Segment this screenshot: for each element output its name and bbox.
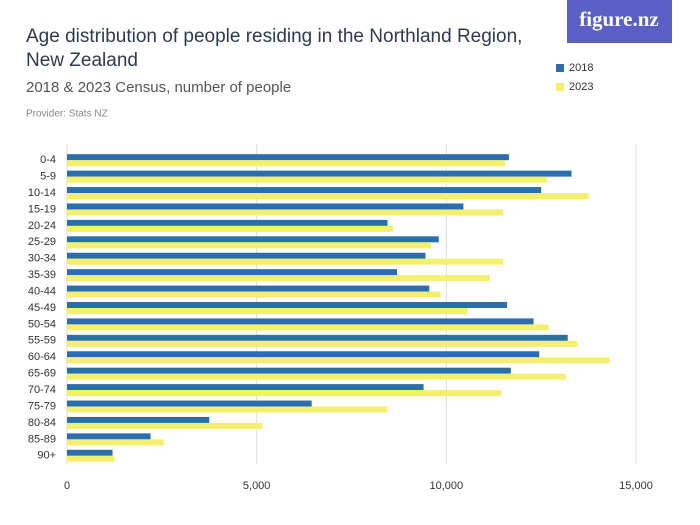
legend-swatch	[556, 64, 564, 72]
y-tick-label: 55-59	[28, 335, 56, 347]
bar	[67, 406, 388, 413]
logo-box	[567, 0, 672, 43]
bar	[67, 400, 312, 407]
y-tick-label: 65-69	[28, 368, 56, 380]
bar	[67, 225, 394, 232]
x-tick-label: 5,000	[243, 480, 271, 492]
logo: figure.nz	[579, 7, 659, 31]
legend-label: 2018	[569, 62, 593, 74]
y-tick-label: 60-64	[28, 351, 56, 363]
bar	[67, 318, 534, 325]
bar	[67, 291, 441, 298]
y-tick-label: 45-49	[28, 302, 56, 314]
y-tick-label: 50-54	[28, 318, 56, 330]
y-tick-label: 10-14	[28, 187, 56, 199]
chart-subtitle: 2018 & 2023 Census, number of people	[26, 79, 291, 96]
y-tick-label: 0-4	[40, 154, 56, 166]
provider: Provider: Stats NZ	[26, 109, 108, 120]
x-tick-label: 0	[64, 480, 70, 492]
bar	[67, 308, 468, 314]
bar	[67, 187, 542, 194]
bar	[67, 384, 424, 391]
bar	[67, 242, 432, 249]
bar	[67, 193, 589, 200]
bar	[67, 390, 502, 397]
bar	[67, 433, 151, 440]
bar	[67, 449, 113, 456]
bar	[67, 209, 504, 216]
y-tick-label: 70-74	[28, 384, 56, 396]
y-tick-label: 85-89	[28, 433, 56, 445]
bar	[67, 351, 540, 358]
bar	[67, 252, 426, 259]
chart-title: Age distribution of people residing in t…	[26, 26, 522, 71]
y-tick-label: 75-79	[28, 400, 56, 412]
bar	[67, 302, 508, 308]
y-tick-label: 25-29	[28, 236, 56, 248]
bar	[67, 275, 490, 282]
bar	[67, 422, 263, 429]
bar	[67, 236, 439, 243]
y-tick-label: 30-34	[28, 253, 56, 265]
title-line: New Zealand	[26, 50, 138, 71]
y-tick-label: 5-9	[40, 171, 56, 183]
y-tick-label: 20-24	[28, 220, 56, 232]
y-tick-label: 80-84	[28, 417, 56, 429]
bar	[67, 416, 210, 423]
bar	[67, 285, 430, 292]
bar	[67, 373, 566, 380]
bar	[67, 203, 464, 210]
bar	[67, 170, 572, 177]
legend-label: 2023	[569, 81, 593, 93]
bar	[67, 219, 388, 226]
x-tick-label: 10,000	[430, 480, 464, 492]
bar	[67, 154, 509, 161]
x-tick-label: 15,000	[619, 480, 653, 492]
bar	[67, 160, 506, 167]
bar	[67, 258, 504, 265]
bar	[67, 340, 578, 347]
y-tick-label: 40-44	[28, 285, 56, 297]
bar	[67, 367, 511, 374]
bar	[67, 455, 115, 462]
bar	[67, 357, 610, 364]
bar	[67, 439, 164, 446]
y-tick-label: 35-39	[28, 269, 56, 281]
bar	[67, 176, 547, 183]
bar	[67, 334, 568, 341]
title-line: Age distribution of people residing in t…	[26, 26, 522, 47]
legend-swatch	[556, 83, 564, 91]
bar	[67, 324, 549, 331]
y-tick-label: 90+	[37, 450, 56, 462]
bar	[67, 269, 398, 276]
y-tick-label: 15-19	[28, 203, 56, 215]
